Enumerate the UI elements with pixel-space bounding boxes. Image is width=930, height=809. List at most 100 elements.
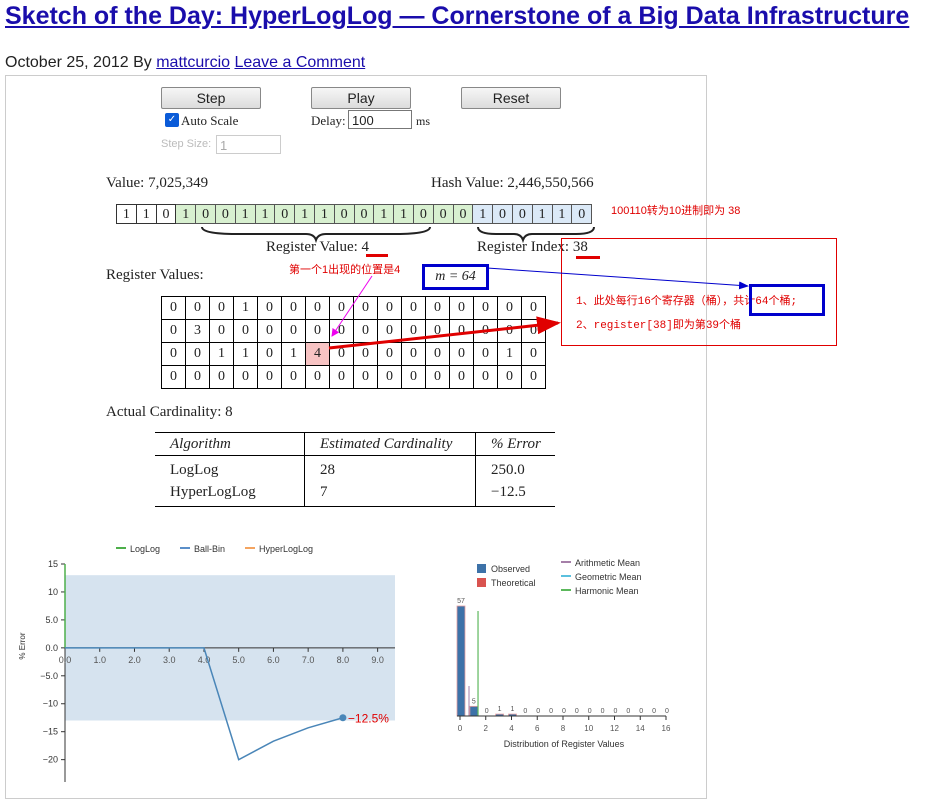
y-tick-label: 5.0 (45, 615, 58, 625)
x-tick-label: 2 (484, 724, 489, 733)
x-tick-label: 6.0 (267, 655, 280, 665)
register-values-label: Register Values: (106, 267, 204, 283)
hash-bit: 1 (532, 204, 553, 224)
register-cell: 0 (449, 319, 474, 343)
register-value-underline (366, 254, 388, 257)
note-line-2: 2、register[38]即为第39个桶 (576, 320, 742, 332)
register-value-text: Register Value: 4 (266, 239, 369, 256)
delay-unit: ms (416, 114, 431, 128)
register-cell: 0 (185, 365, 210, 389)
y-tick-label: 15 (48, 559, 58, 569)
header-algorithm: Algorithm (155, 433, 305, 455)
register-cell: 0 (257, 319, 282, 343)
row-hll-estimate: 7 (305, 480, 476, 506)
register-cell: 0 (473, 319, 498, 343)
legend-label: Harmonic Mean (575, 586, 639, 596)
hash-bit: 1 (552, 204, 573, 224)
delay-input[interactable]: 100 (348, 110, 412, 129)
hash-value-label: Hash Value: 2,446,550,566 (431, 175, 594, 191)
legend-label: HyperLogLog (259, 544, 313, 554)
delay-label: Delay: (311, 113, 346, 128)
register-cell: 0 (425, 365, 450, 389)
x-tick-label: 0 (458, 724, 463, 733)
y-tick-label: 0.0 (45, 643, 58, 653)
register-cell: 0 (377, 296, 402, 320)
x-tick-label: 10 (584, 724, 593, 733)
y-axis-label: % Error (18, 632, 27, 659)
estimates-table: Algorithm Estimated Cardinality % Error … (155, 432, 555, 507)
register-cell: 0 (209, 319, 234, 343)
hash-bit: 0 (354, 204, 375, 224)
comment-link[interactable]: Leave a Comment (234, 54, 366, 71)
register-cell: 0 (425, 296, 450, 320)
legend-swatch (477, 578, 486, 587)
bar-value-label: 0 (549, 708, 553, 715)
legend-label: Arithmetic Mean (575, 558, 640, 568)
register-cell: 0 (329, 365, 354, 389)
x-tick-label: 4 (509, 724, 514, 733)
x-tick-label: 4.0 (198, 655, 211, 665)
register-cell: 0 (473, 296, 498, 320)
legend-label: Observed (491, 564, 530, 574)
y-tick-label: −20 (43, 755, 58, 765)
bar-value-label: 1 (511, 706, 515, 713)
post-by: By (133, 54, 152, 71)
x-tick-label: 12 (610, 724, 619, 733)
register-cell: 0 (257, 365, 282, 389)
bit-braces (201, 226, 595, 243)
register-histogram: Observed Theoretical Arithmetic Mean Geomet… (456, 558, 671, 749)
x-tick-label: 3.0 (163, 655, 176, 665)
hash-bit: 1 (374, 204, 395, 224)
m-label: m = 64 (422, 264, 489, 290)
bar-value-label: 0 (614, 708, 618, 715)
estimates-header: Algorithm Estimated Cardinality % Error (155, 432, 555, 456)
play-button[interactable]: Play (311, 87, 411, 109)
histogram-bar (469, 705, 479, 717)
row-loglog-name: LogLog (155, 456, 305, 480)
reset-button[interactable]: Reset (461, 87, 561, 109)
register-cell: 0 (353, 296, 378, 320)
post-title-link[interactable]: Sketch of the Day: HyperLogLog — Corners… (5, 2, 910, 30)
x-tick-label: 14 (636, 724, 645, 733)
hash-bit: 0 (334, 204, 355, 224)
actual-cardinality: Actual Cardinality: 8 (106, 404, 233, 420)
auto-scale-checkbox[interactable]: ✓ (165, 113, 179, 127)
register-cell: 0 (473, 365, 498, 389)
register-cell: 0 (521, 342, 546, 366)
register-cell: 0 (161, 342, 186, 366)
x-tick-label: 0.0 (59, 655, 72, 665)
author-link[interactable]: mattcurcio (156, 54, 231, 71)
legend-label: Ball-Bin (194, 544, 225, 554)
first-one-annotation: 第一个1出现的位置是4 (289, 264, 401, 276)
register-cell: 1 (497, 342, 522, 366)
x-tick-label: 8.0 (337, 655, 350, 665)
error-line-chart: LogLog Ball-Bin HyperLogLog15105.00.0−5.0−… (18, 544, 395, 782)
register-cell: 0 (449, 342, 474, 366)
y-tick-label: −5.0 (40, 671, 58, 681)
hash-bit: 1 (255, 204, 276, 224)
value-label: Value: 7,025,349 (106, 175, 209, 191)
bar-value-label: 0 (601, 708, 605, 715)
register-cell: 0 (401, 342, 426, 366)
auto-scale-label: Auto Scale (181, 113, 239, 128)
legend-swatch (477, 564, 486, 573)
register-cell: 0 (257, 342, 282, 366)
step-size-input[interactable]: 1 (216, 135, 281, 154)
hash-bit: 1 (117, 204, 137, 224)
bar-value-label: 57 (457, 598, 465, 605)
register-cell: 0 (497, 319, 522, 343)
register-cell: 1 (281, 342, 306, 366)
row-hll-name: HyperLogLog (155, 480, 305, 506)
hash-bit: 1 (295, 204, 315, 224)
register-cell: 1 (233, 342, 258, 366)
register-cell: 0 (329, 319, 354, 343)
register-cell: 0 (425, 319, 450, 343)
hash-bit: 0 (433, 204, 454, 224)
header-error: % Error (491, 436, 541, 452)
step-button[interactable]: Step (161, 87, 261, 109)
register-cell: 0 (281, 365, 306, 389)
bar-value-label: 0 (626, 708, 630, 715)
x-tick-label: 2.0 (128, 655, 141, 665)
